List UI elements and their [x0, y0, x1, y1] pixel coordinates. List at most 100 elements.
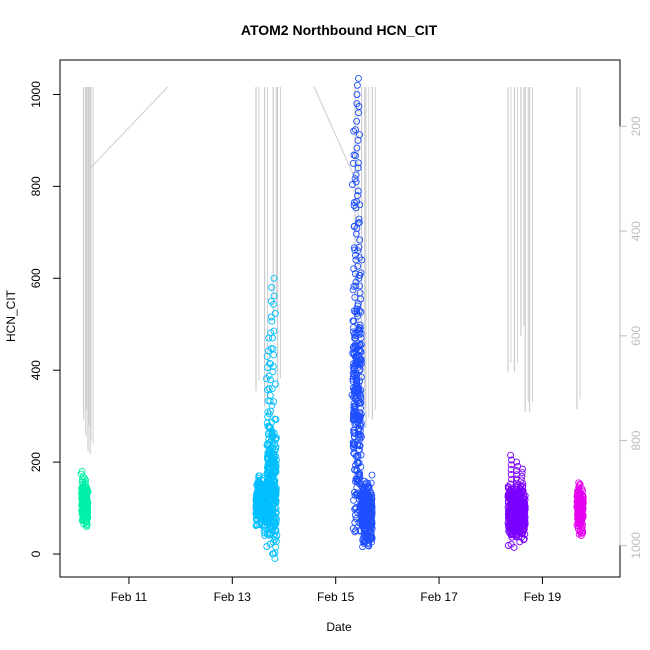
data-point — [352, 475, 360, 483]
x-tick-label: Feb 19 — [524, 590, 562, 604]
data-point — [360, 486, 368, 494]
data-point — [356, 328, 364, 336]
data-point — [351, 341, 359, 349]
y-axis-label: HCN_CIT — [4, 289, 18, 342]
x-tick-label: Feb 15 — [317, 590, 355, 604]
data-point — [265, 385, 273, 393]
data-point — [356, 236, 364, 244]
secondary-connector-line — [313, 86, 356, 179]
data-point — [507, 509, 515, 517]
data-point — [513, 509, 521, 517]
data-point — [513, 532, 521, 540]
data-point — [508, 475, 516, 483]
data-point — [357, 269, 365, 277]
data-point — [263, 543, 271, 550]
data-point — [355, 218, 363, 226]
x-axis: Feb 11 Feb 13 Feb 15 Feb 17 Feb 19 — [111, 576, 562, 604]
data-point — [358, 256, 366, 264]
data-point — [269, 334, 276, 342]
data-point — [78, 467, 86, 475]
data-point — [512, 475, 520, 483]
data-point — [269, 368, 277, 376]
y-tick-label: 1000 — [29, 81, 43, 108]
data-point — [507, 499, 515, 507]
data-point — [579, 504, 587, 512]
y2-tick-label: 800 — [629, 430, 643, 450]
data-point — [270, 327, 278, 335]
data-point — [355, 446, 363, 454]
data-point — [265, 493, 273, 501]
data-point — [270, 292, 278, 300]
data-point — [354, 187, 362, 195]
data-point — [80, 474, 88, 482]
data-point — [357, 433, 365, 441]
data-point — [353, 91, 361, 98]
data-point — [351, 466, 358, 474]
data-point — [577, 532, 585, 540]
data-point — [353, 117, 361, 125]
data-point — [354, 164, 362, 172]
data-point — [353, 81, 361, 89]
data-point — [269, 433, 277, 441]
data-point — [365, 519, 373, 527]
secondary-series-layer — [83, 86, 581, 454]
data-point — [255, 483, 263, 491]
data-point — [350, 426, 358, 434]
data-point — [352, 369, 360, 377]
data-point — [272, 453, 280, 461]
data-point — [350, 370, 358, 378]
y2-tick-label: 200 — [629, 116, 643, 136]
data-point — [356, 377, 364, 385]
data-point — [507, 466, 515, 474]
data-point — [351, 175, 359, 183]
data-point — [355, 307, 363, 314]
data-point — [255, 495, 263, 503]
data-point — [508, 504, 516, 512]
data-point — [270, 398, 278, 406]
data-point — [357, 295, 365, 303]
data-point — [264, 500, 272, 508]
data-point — [78, 517, 86, 524]
data-point — [349, 438, 357, 446]
data-point — [350, 127, 358, 135]
data-point — [272, 543, 280, 551]
data-point — [507, 451, 515, 459]
data-point — [267, 313, 275, 321]
data-point — [366, 493, 374, 501]
data-point — [352, 230, 360, 238]
data-point — [356, 282, 364, 290]
data-point — [350, 439, 358, 447]
y-tick-label: 200 — [29, 452, 43, 472]
data-point — [255, 497, 263, 505]
data-point — [352, 152, 359, 160]
data-point — [357, 386, 365, 394]
data-point — [356, 342, 364, 350]
data-point — [518, 487, 526, 495]
data-point — [358, 520, 366, 528]
data-point — [268, 385, 276, 393]
data-point — [268, 317, 276, 325]
data-point — [265, 460, 273, 468]
data-point — [270, 351, 278, 359]
data-point — [355, 74, 362, 82]
data-point — [271, 310, 279, 317]
data-point — [349, 349, 357, 357]
data-point — [362, 537, 370, 545]
data-point — [270, 486, 278, 494]
y-axis-left: 0 200 400 600 800 1000 — [29, 81, 61, 557]
data-point — [270, 274, 278, 282]
y-tick-label: 400 — [29, 360, 43, 380]
data-point — [268, 401, 276, 409]
y-tick-label: 600 — [29, 268, 43, 288]
x-tick-label: Feb 13 — [214, 590, 252, 604]
data-point — [357, 308, 365, 316]
data-point — [358, 482, 366, 490]
data-point — [357, 360, 365, 368]
data-point — [575, 479, 583, 487]
secondary-connector-line — [89, 86, 169, 169]
data-point — [357, 412, 365, 420]
data-point — [515, 525, 523, 533]
data-point — [266, 439, 274, 447]
data-point — [260, 526, 268, 534]
data-point — [351, 402, 359, 410]
